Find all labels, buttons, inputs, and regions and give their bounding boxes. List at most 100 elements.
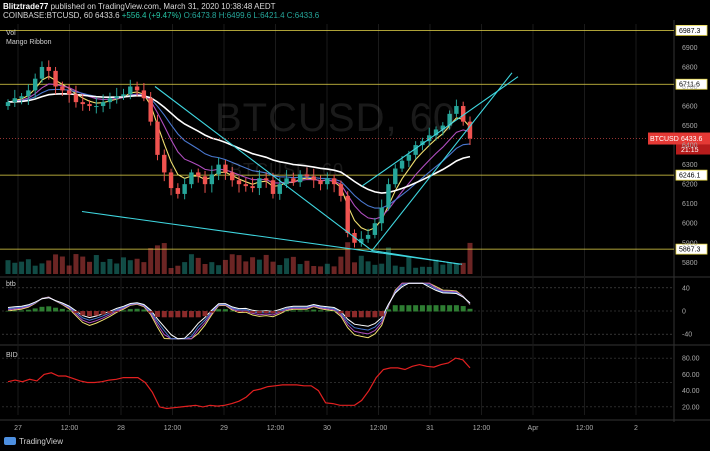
price-tick-label: 6500 <box>682 123 698 130</box>
indicator-vol-label[interactable]: Vol <box>6 30 16 37</box>
candle-body <box>53 70 58 87</box>
mango-ribbon <box>7 75 471 232</box>
candle-body <box>365 234 371 239</box>
price-tick-label: 6100 <box>682 201 698 208</box>
candle-body <box>386 184 391 208</box>
level-tag-text: 6246.1 <box>679 173 701 180</box>
btb-histogram-bar <box>161 311 167 318</box>
time-axis: 27 12:00 28 12:00 29 12:00 30 12:00 31 12:00 Apr 12… <box>14 425 638 432</box>
candle-body <box>461 106 466 122</box>
trendline <box>154 86 373 252</box>
btb-histogram-bar <box>202 311 208 317</box>
candle-body <box>216 164 221 175</box>
level-tag <box>675 78 708 90</box>
candle-body <box>379 207 384 224</box>
candle-body <box>277 184 282 194</box>
candle-body <box>189 172 194 185</box>
indicator-bid-label[interactable]: BID <box>6 352 18 359</box>
time-tick-label: 2 <box>634 425 638 432</box>
price-tag-symbol: BTCUSD <box>650 136 679 143</box>
price-tick-label: 6400 <box>682 143 698 150</box>
btb-histogram-bar <box>331 310 337 312</box>
btb-histogram-bar <box>453 305 459 312</box>
volume-bar <box>467 242 473 274</box>
candle-body <box>243 184 248 187</box>
horizontal-levels: 6987.3 6711.6 6246.1 5867.3 <box>0 24 708 255</box>
btb-histogram-bar <box>447 305 453 312</box>
volume-bar <box>168 267 174 274</box>
osc-tick-label: -40 <box>682 332 692 339</box>
volume-bar <box>141 262 147 274</box>
candle-body <box>345 195 350 233</box>
volume-bar <box>304 260 310 274</box>
btb-histogram-bar <box>168 311 174 318</box>
price-tick-label: 6300 <box>682 162 698 169</box>
candle-body <box>121 94 126 97</box>
btb-histogram-bar <box>222 309 228 312</box>
btb-histogram-bar <box>304 310 310 312</box>
btb-histogram-bar <box>107 311 113 314</box>
candle-body <box>134 86 140 91</box>
volume-bar <box>154 245 160 274</box>
candle-body <box>399 160 405 169</box>
price-change: +556.4 (+9.47%) <box>121 11 182 20</box>
time-tick-label: 31 <box>426 425 434 432</box>
trendline <box>361 76 519 187</box>
volume-bar <box>440 264 446 274</box>
level-tag <box>675 243 708 255</box>
btb-histogram-bar <box>5 311 11 312</box>
candle-body <box>26 90 31 97</box>
price-tag <box>648 132 710 145</box>
volume-bar <box>80 256 86 274</box>
btb-histogram-bar <box>209 311 215 313</box>
indicator-btb-label[interactable]: btb <box>6 281 16 288</box>
candle-body <box>257 178 262 189</box>
volume-bar <box>399 266 405 274</box>
bid-tick-label: 40.00 <box>682 388 700 395</box>
candle-body <box>128 86 133 95</box>
btb-histogram-bar <box>250 311 256 313</box>
volume-bar <box>447 262 453 274</box>
author-name[interactable]: Blitztrade77 <box>3 2 49 11</box>
btb-histogram-bar <box>324 310 330 312</box>
btb-histogram-bar <box>345 311 351 318</box>
candle-body <box>284 178 289 185</box>
price-tick-label: 6000 <box>682 221 698 228</box>
volume-bar <box>413 267 419 274</box>
volume-bar <box>93 255 99 274</box>
btb-histogram-bar <box>148 311 154 313</box>
btb-histogram-bar <box>236 311 242 313</box>
btb-histogram-bar <box>93 311 99 316</box>
price-tick-label: 6200 <box>682 182 698 189</box>
btb-histogram-bar <box>352 311 357 318</box>
candle-body <box>39 66 45 79</box>
btb-histogram-bar <box>372 311 378 318</box>
candle-body <box>182 184 187 194</box>
btb-histogram-bar <box>195 311 201 318</box>
indicator-ribbon-label[interactable]: Mango Ribbon <box>6 39 52 46</box>
btb-histogram-bar <box>263 311 269 314</box>
time-tick-label: 12:00 <box>61 425 79 432</box>
volume-bar <box>216 265 222 274</box>
candle-body <box>107 98 113 103</box>
candle-body <box>148 98 153 122</box>
btb-histogram-bar <box>365 311 371 318</box>
btb-histogram-bar <box>216 309 222 312</box>
volume-bar <box>236 255 242 274</box>
btb-histogram-bar <box>467 308 473 312</box>
tradingview-logo[interactable]: TradingView <box>4 437 63 446</box>
btb-histogram-bar <box>188 311 194 318</box>
time-tick-label: 12:00 <box>164 425 182 432</box>
btb-histogram-bar <box>297 310 303 312</box>
volume-bar <box>148 248 154 274</box>
volume-bar <box>100 261 106 274</box>
volume-bar <box>202 264 208 274</box>
volume-bar <box>392 265 398 274</box>
volume-bar <box>270 261 276 274</box>
btb-histogram-bar <box>256 311 262 314</box>
time-tick-label: 12:00 <box>370 425 388 432</box>
btb-histogram-bar <box>154 311 160 317</box>
volume-bar <box>87 261 93 274</box>
btb-histogram-bar <box>100 311 106 315</box>
price-tick-label: 6800 <box>682 64 698 71</box>
